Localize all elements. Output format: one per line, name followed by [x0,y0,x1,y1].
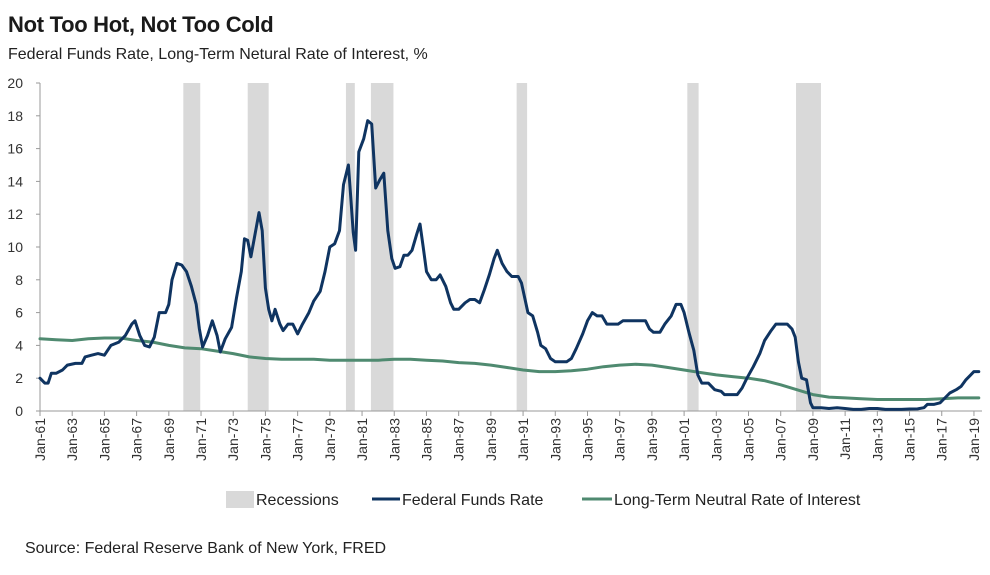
x-tick-label-Jan-07: Jan-07 [773,418,789,461]
x-tick-label-Jan-79: Jan-79 [322,418,338,461]
chart-title: Not Too Hot, Not Too Cold [8,12,274,37]
x-tick-label-Jan-67: Jan-67 [129,418,145,461]
y-tick-label-18: 18 [7,108,23,124]
x-tick-label-Jan-73: Jan-73 [225,418,241,461]
x-tick-label-Jan-87: Jan-87 [451,418,467,461]
y-tick-label-10: 10 [7,239,23,255]
x-tick-label-Jan-11: Jan-11 [837,418,853,460]
recession-band-7 [796,83,821,411]
x-tick-label-Jan-97: Jan-97 [612,418,628,461]
recession-band-4 [370,83,394,411]
series-line-fed-funds [38,119,981,411]
x-tick-label-Jan-15: Jan-15 [902,418,918,461]
x-tick-label-Jan-63: Jan-63 [64,418,80,461]
x-tick-label-Jan-01: Jan-01 [676,418,692,461]
x-tick-label-Jan-75: Jan-75 [257,418,273,461]
x-tick-label-Jan-05: Jan-05 [741,418,757,461]
chart-area: 0 2 4 6 8 10 12 14 16 18 20 Jan-61 Jan-63 Jan-65 Jan-6… [7,75,982,509]
y-tick-label-6: 6 [15,305,23,321]
legend: Recessions Federal Funds Rate Long-Term … [226,491,861,509]
recession-bands [183,83,821,411]
x-tick-label-Jan-13: Jan-13 [869,418,885,461]
axes: 0 2 4 6 8 10 12 14 16 18 20 Jan-61 Jan-63 Jan-65 Jan-6… [7,75,982,461]
legend-swatch-recessions [226,491,254,508]
x-tick-label-Jan-81: Jan-81 [354,418,370,461]
x-tick-label-Jan-69: Jan-69 [161,418,177,461]
legend-label-neutral-rate: Long-Term Neutral Rate of Interest [614,492,861,509]
y-tick-label-4: 4 [15,337,23,353]
x-tick-label-Jan-83: Jan-83 [386,418,402,461]
x-tick-label-Jan-77: Jan-77 [290,418,306,461]
x-tick-label-Jan-95: Jan-95 [579,418,595,461]
legend-label-recessions: Recessions [256,492,339,509]
y-tick-label-12: 12 [7,206,23,222]
x-tick-label-Jan-61: Jan-61 [32,418,48,461]
x-tick-label-Jan-91: Jan-91 [515,418,531,461]
x-tick-label-Jan-19: Jan-19 [966,418,982,461]
y-tick-label-0: 0 [15,403,23,419]
recession-band-1 [183,83,201,411]
y-tick-label-16: 16 [7,141,23,157]
series-line-neutral-rate [38,336,981,401]
x-tick-label-Jan-93: Jan-93 [547,418,563,461]
x-tick-label-Jan-65: Jan-65 [96,418,112,461]
x-tick-label-Jan-71: Jan-71 [193,418,209,461]
source-note: Source: Federal Reserve Bank of New York… [25,540,387,557]
recession-band-6 [687,83,699,411]
recession-band-5 [516,83,528,411]
x-tick-label-Jan-99: Jan-99 [644,418,660,461]
x-tick-label-Jan-09: Jan-09 [805,418,821,461]
x-tick-label-Jan-03: Jan-03 [708,418,724,461]
y-tick-label-20: 20 [7,75,23,91]
series-lines [38,119,981,411]
y-tick-label-14: 14 [7,173,23,189]
legend-label-fed-funds: Federal Funds Rate [402,492,544,509]
y-tick-label-8: 8 [15,272,23,288]
recession-band-3 [345,83,355,411]
y-tick-label-2: 2 [15,370,23,386]
x-tick-label-Jan-17: Jan-17 [934,418,950,461]
recession-band-2 [247,83,269,411]
chart-subtitle: Federal Funds Rate, Long-Term Netural Ra… [8,46,428,63]
x-tick-label-Jan-89: Jan-89 [483,418,499,461]
x-tick-label-Jan-85: Jan-85 [418,418,434,461]
